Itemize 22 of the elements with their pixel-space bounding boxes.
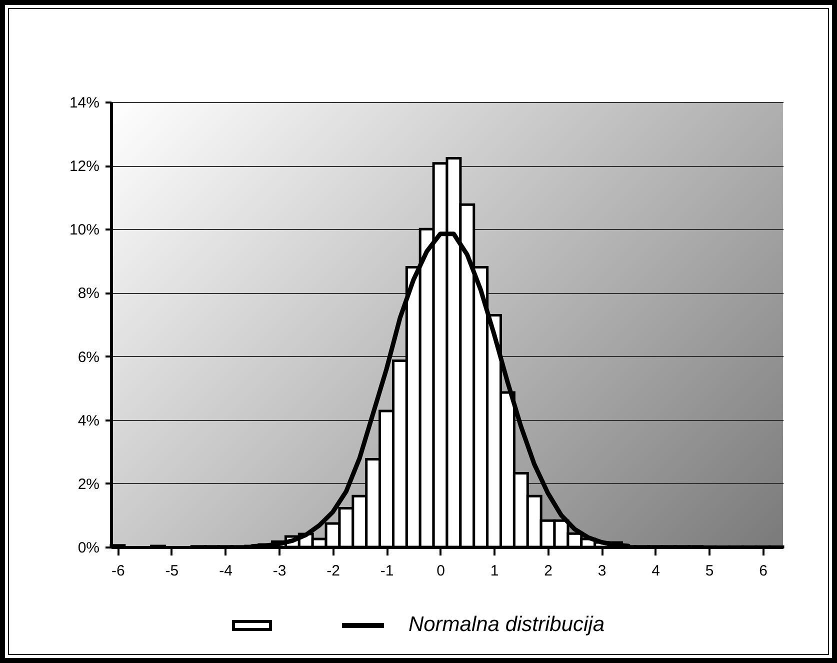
y-tick-label: 10% [69, 222, 100, 239]
x-tick-label: -1 [380, 562, 394, 580]
y-tick-label: 8% [78, 285, 100, 302]
x-tick-label: -5 [165, 562, 179, 580]
x-tick-label: -6 [112, 562, 125, 580]
x-tick-label: 1 [490, 562, 499, 580]
x-tick-label: 6 [759, 562, 768, 580]
x-tick-label: -2 [326, 562, 340, 580]
y-tick-label: 6% [78, 348, 100, 366]
x-tick-label: 5 [705, 562, 714, 580]
x-tick-label: -4 [219, 562, 232, 580]
x-tick-label: 0 [436, 562, 445, 580]
y-tick-label: 4% [78, 412, 100, 430]
y-tick-label: 0% [78, 540, 100, 556]
y-tick-label: 14% [69, 94, 100, 112]
x-tick-label: -3 [272, 562, 286, 580]
legend-label: Normalna distribucija [408, 613, 605, 637]
y-tick-label: 12% [69, 158, 100, 176]
y-tick-label: 2% [78, 476, 100, 493]
x-tick-label: 3 [598, 562, 606, 580]
x-tick-label: 4 [652, 562, 660, 580]
x-tick-label: 2 [544, 562, 552, 580]
